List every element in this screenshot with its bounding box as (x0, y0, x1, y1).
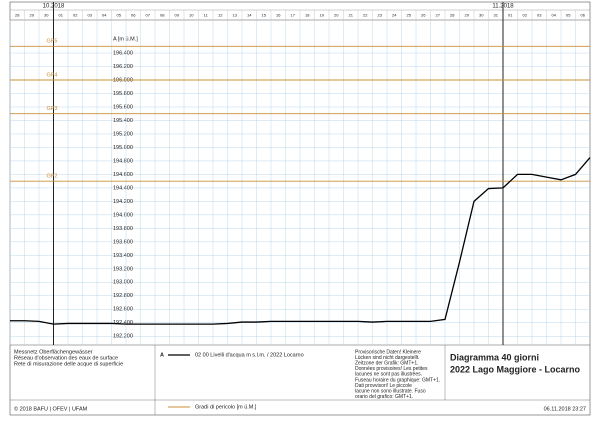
y-tick-label: 196.400 (113, 50, 133, 56)
x-tick-label: 16 (276, 13, 281, 18)
note-text: lacune non sono illustrate. Fuso (355, 389, 426, 395)
x-tick-label: 23 (378, 13, 383, 18)
x-tick-label: 27 (436, 13, 441, 18)
month-label: 10.2018 (43, 4, 65, 10)
legend-label: 02 00 Livelli d'acqua m s.l.m. / 2022 Lo… (195, 352, 304, 358)
x-tick-label: 29 (465, 13, 470, 18)
station-text: Messnetz Oberflächengewässer (14, 349, 93, 355)
x-tick-label: 05 (117, 13, 122, 18)
x-tick-label: 26 (421, 13, 426, 18)
x-tick-label: 01 (59, 13, 64, 18)
y-tick-label: 195.400 (113, 118, 133, 124)
x-tick-label: 02 (523, 13, 528, 18)
y-tick-label: 193.800 (113, 226, 133, 232)
note-text: Dati provvisori! Le piccole (355, 383, 412, 389)
y-tick-label: 193.400 (113, 253, 133, 259)
copyright: © 2018 BAFU | OFEV | UFAM (14, 405, 88, 412)
danger-label: GP5 (46, 39, 57, 45)
y-tick-label: 195.600 (113, 104, 133, 110)
danger-label: GP2 (46, 174, 57, 180)
x-tick-label: 20 (334, 13, 339, 18)
x-tick-label: 08 (160, 13, 165, 18)
y-tick-label: 195.800 (113, 91, 133, 97)
y-tick-label: 194.600 (113, 172, 133, 178)
x-tick-label: 06 (581, 13, 586, 18)
y-axis-label: A [m ü.M.] (113, 36, 138, 42)
x-tick-label: 11 (204, 13, 209, 18)
x-tick-label: 30 (479, 13, 484, 18)
x-tick-label: 06 (131, 13, 136, 18)
y-tick-label: 194.000 (113, 212, 133, 218)
y-tick-label: 193.600 (113, 239, 133, 245)
x-tick-label: 13 (233, 13, 238, 18)
x-tick-label: 17 (291, 13, 296, 18)
y-tick-label: 194.800 (113, 158, 133, 164)
note-text: Fuseau horaire du graphique: GMT+1. (355, 377, 440, 383)
x-tick-label: 02 (73, 13, 78, 18)
x-tick-label: 04 (102, 13, 107, 18)
x-tick-label: 18 (305, 13, 310, 18)
x-tick-label: 05 (566, 13, 571, 18)
x-tick-label: 04 (552, 13, 557, 18)
y-tick-label: 193.200 (113, 266, 133, 272)
y-tick-label: 195.200 (113, 131, 133, 137)
x-tick-label: 01 (508, 13, 513, 18)
note-text: orario del grafico: GMT+1. (355, 394, 413, 400)
x-tick-label: 30 (44, 13, 49, 18)
y-tick-label: 196.000 (113, 77, 133, 83)
note-text: lacunes ne sont pas illustrées. (355, 372, 422, 378)
x-tick-label: 22 (363, 13, 368, 18)
x-tick-label: 21 (349, 13, 354, 18)
y-tick-label: 192.400 (113, 320, 133, 326)
x-tick-label: 15 (262, 13, 267, 18)
x-tick-label: 24 (392, 13, 397, 18)
x-tick-label: 19 (320, 13, 325, 18)
x-tick-label: 07 (146, 13, 151, 18)
danger-label: GP3 (46, 106, 57, 112)
y-tick-label: 194.400 (113, 185, 133, 191)
x-tick-label: 03 (88, 13, 93, 18)
legend-label: Gradi di pericolo [m ü.M.] (195, 404, 257, 410)
x-tick-label: 31 (494, 13, 499, 18)
series-line (10, 157, 591, 325)
chart-title: Diagramma 40 giorni (450, 352, 539, 362)
note-text: Données provisoires! Les petites (355, 366, 428, 372)
station-text: Rete di misurazione delle acque di super… (14, 361, 123, 367)
y-tick-label: 196.200 (113, 64, 133, 70)
chart-subtitle: 2022 Lago Maggiore - Locarno (450, 364, 581, 374)
x-tick-label: 03 (537, 13, 542, 18)
x-tick-label: 09 (175, 13, 180, 18)
y-tick-label: 192.800 (113, 293, 133, 299)
x-tick-label: 28 (15, 13, 20, 18)
note-text: Provisorische Daten! Kleinere (355, 349, 421, 355)
x-tick-label: 28 (450, 13, 455, 18)
y-tick-label: 192.200 (113, 334, 133, 340)
danger-label: GP4 (46, 72, 57, 78)
month-label: 11.2018 (492, 4, 514, 10)
legend-axis: A (160, 352, 164, 358)
station-text: Réseau d'observation des eaux de surface (14, 355, 118, 361)
x-tick-label: 14 (247, 13, 252, 18)
y-tick-label: 192.600 (113, 307, 133, 313)
y-tick-label: 194.200 (113, 199, 133, 205)
x-tick-label: 25 (407, 13, 412, 18)
note-text: Lücken sind nicht dargestellt. (355, 355, 419, 361)
timestamp: 06.11.2018 23:27 (544, 406, 586, 412)
y-tick-label: 195.000 (113, 145, 133, 151)
y-tick-label: 193.000 (113, 280, 133, 286)
x-tick-label: 10 (189, 13, 194, 18)
x-tick-label: 12 (218, 13, 223, 18)
note-text: Zeitzone der Grafik: GMT+1. (355, 361, 419, 367)
x-tick-label: 29 (30, 13, 35, 18)
